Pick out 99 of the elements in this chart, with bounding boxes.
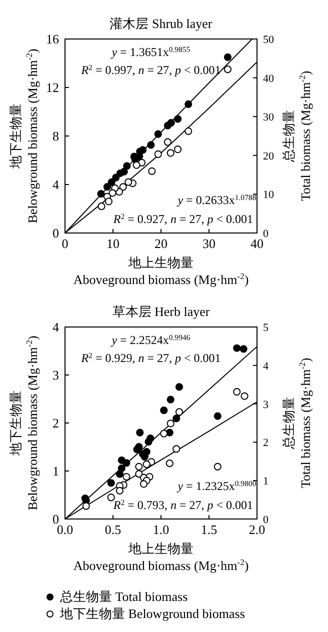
point (136, 428, 144, 436)
point (172, 414, 180, 422)
point (166, 149, 174, 157)
point (144, 438, 152, 446)
annotation: y = 1.3651x$^{0.9855}$ (110, 44, 190, 59)
point (214, 462, 222, 470)
point (233, 344, 241, 352)
point (166, 460, 174, 468)
legend-label: 地下生物量 Belowground biomass (59, 606, 245, 621)
x-tick-label: 40 (250, 236, 264, 251)
point (118, 464, 126, 472)
point (107, 479, 115, 487)
y-tick-label: 4 (52, 177, 60, 192)
point (122, 472, 130, 481)
x-tick-label: 1.0 (152, 522, 170, 537)
y-tick-label: 0 (52, 512, 59, 526)
y2-tick-label: 30 (263, 112, 274, 124)
point (164, 138, 172, 146)
point (135, 462, 143, 470)
point (103, 183, 112, 191)
y-tick-label: 0 (52, 226, 59, 240)
point (108, 189, 116, 197)
y2-tick-label: 10 (263, 189, 274, 202)
point (148, 167, 156, 175)
point (224, 66, 232, 74)
point (166, 396, 174, 404)
y-tick-label: 3 (52, 368, 59, 382)
annotation: y = 2.2524x$^{0.9946}$ (110, 332, 190, 347)
y2-tick-label: 4 (263, 360, 269, 372)
point (123, 162, 131, 170)
y2-tick-label: 5 (263, 322, 269, 334)
y2-tick-label: 20 (263, 150, 274, 162)
y2-tick-label: 0 (263, 228, 269, 240)
y2-tick-label: 0 (263, 514, 269, 526)
chart-title: 灌木层 Shrub layer (110, 16, 213, 31)
point (116, 486, 124, 494)
y-tick-label: 1 (52, 464, 59, 478)
point (233, 388, 241, 396)
point (122, 459, 130, 467)
point (97, 190, 105, 198)
point (160, 430, 168, 438)
point (107, 494, 115, 502)
y2-tick-label: 40 (263, 72, 274, 85)
x-tick-label: 10 (106, 236, 120, 251)
y2-tick-label: 2 (263, 437, 268, 450)
y-tick-label: 16 (46, 32, 60, 46)
point (184, 127, 192, 135)
point (135, 470, 143, 478)
point (82, 502, 90, 510)
annotation: R$^{2}$ = 0.997, n = 27, p < 0.001 (80, 62, 221, 77)
point (132, 161, 140, 169)
point (164, 122, 172, 130)
point (166, 420, 174, 428)
x-tick-label: 20 (154, 236, 168, 251)
chart-title: 草本层 Herb layer (112, 304, 210, 319)
point (172, 445, 180, 453)
point (112, 174, 120, 182)
annotation: R$^{2}$ = 0.929, n = 27, p < 0.001 (80, 350, 221, 365)
point (160, 406, 168, 414)
point (154, 130, 162, 138)
point (140, 480, 148, 488)
point (147, 141, 155, 149)
annotation: y = 1.2325x$^{0.9800}$ (176, 478, 256, 493)
point (175, 383, 184, 391)
point (175, 408, 184, 416)
point (133, 446, 141, 454)
point (116, 169, 124, 178)
point (98, 202, 106, 210)
y-tick-label: 4 (52, 320, 60, 334)
x-axis-title: 地上生物量 Aboveground biomass (Mg·hm$^{-2}$) (73, 255, 249, 287)
y2-tick-label: 1 (263, 476, 268, 488)
point (124, 178, 132, 186)
point (104, 198, 112, 206)
annotation: R$^{2}$ = 0.793, n = 27, p < 0.001 (112, 498, 253, 512)
x-tick-label: 0.5 (104, 522, 122, 537)
point (240, 345, 248, 353)
legend-label: 总生物量 Total biomass (59, 589, 188, 604)
point (214, 412, 222, 420)
y2-tick-label: 50 (263, 34, 274, 46)
point (174, 115, 182, 123)
y-tick-label: 2 (52, 416, 59, 430)
point (224, 53, 232, 62)
point (154, 150, 162, 158)
y2-tick-label: 3 (263, 398, 269, 411)
y-tick-label: 8 (52, 128, 59, 144)
point (184, 100, 192, 108)
point (240, 392, 248, 400)
point (142, 460, 150, 468)
x-tick-label: 0.0 (56, 522, 74, 537)
x-axis-title: 地上生物量 Aboveground biomass (Mg·hm$^{-2}$) (73, 541, 249, 573)
y-tick-label: 12 (46, 80, 59, 95)
x-tick-label: 2.0 (248, 522, 266, 537)
point (119, 183, 127, 191)
point (116, 470, 124, 478)
point (174, 146, 182, 154)
x-tick-label: 30 (202, 236, 216, 251)
annotation: y = 0.2633x$^{1.0788}$ (176, 192, 256, 207)
annotation: R$^{2}$ = 0.927, n = 27, p < 0.001 (112, 212, 253, 226)
x-tick-label: 1.5 (200, 522, 218, 537)
